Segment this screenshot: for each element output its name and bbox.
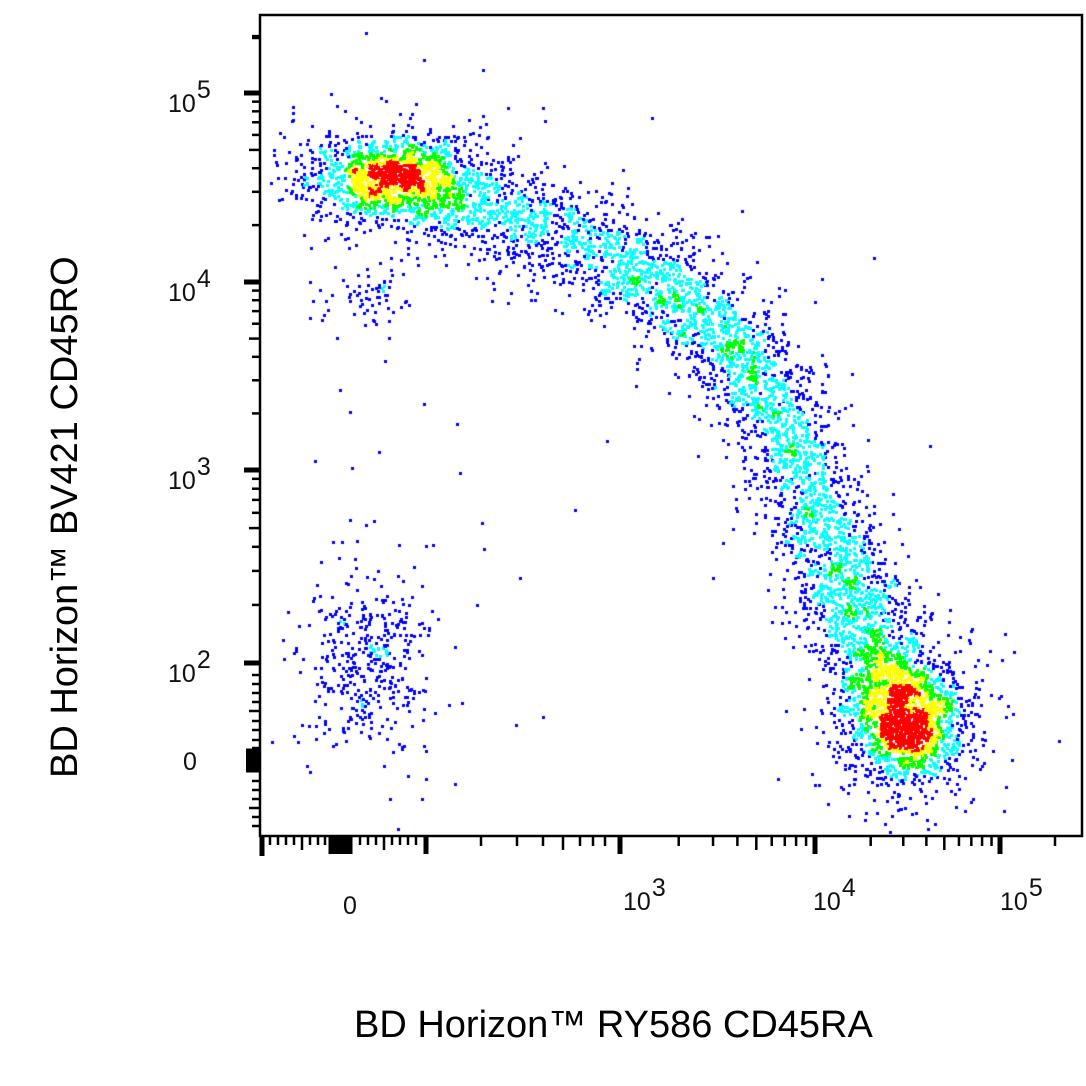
x-tick-label-e4: 104 <box>813 874 856 916</box>
y-axis-label: BD Horizon™ BV421 CD45RO <box>44 256 86 778</box>
x-tick-label-e5: 105 <box>1000 874 1043 916</box>
y-tick-label-e5: 105 <box>168 76 211 118</box>
y-tick-label-e4: 104 <box>168 265 211 307</box>
x-axis-label: BD Horizon™ RY586 CD45RA <box>354 1004 873 1046</box>
x-tick-label-zero: 0 <box>343 892 357 920</box>
x-tick-label-e3: 103 <box>623 874 666 916</box>
y-tick-label-e3: 103 <box>168 453 211 495</box>
y-tick-label-e2: 102 <box>168 646 211 688</box>
y-tick-label-zero: 0 <box>183 748 197 776</box>
